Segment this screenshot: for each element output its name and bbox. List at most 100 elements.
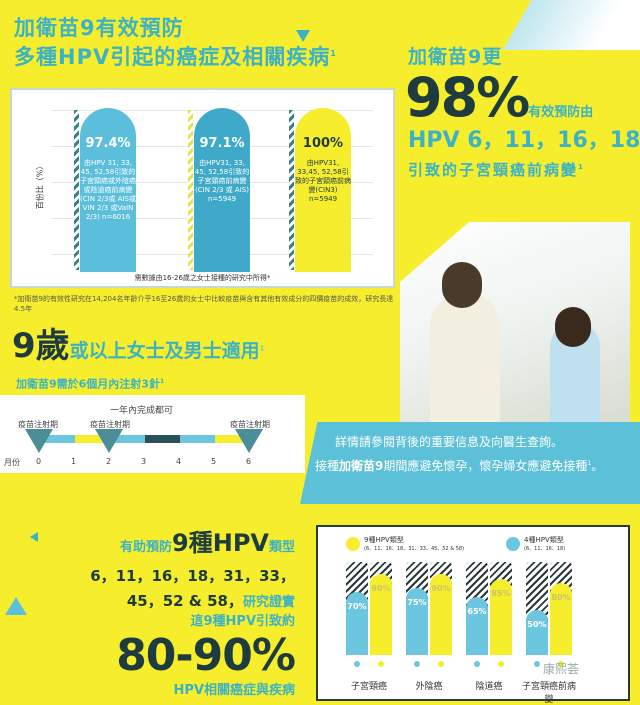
age-sub-text: 加衛苗9需於6個月內注射3針 xyxy=(16,377,160,391)
stat-after: 有效預防由 xyxy=(528,105,594,120)
bar-text: 由HPV 31, 33, 45, 52,58引致的子宮頸癌或外陰癌或陰道癌前病變… xyxy=(80,159,136,221)
bottom-heading: 有助預防9種HPV類型 xyxy=(120,528,295,563)
y-axis-label: 百份比（%） xyxy=(35,161,45,210)
dose-label-2: 疫苗注射期 xyxy=(90,420,130,429)
cause-line: 這9種HPV引致約 xyxy=(190,614,295,629)
photo-mother-daughter xyxy=(400,222,630,422)
t: 4種HPV類型 xyxy=(524,536,564,544)
dose-marker xyxy=(25,429,53,453)
bar-4valent: 70% xyxy=(346,592,368,655)
month-tick: 3 xyxy=(141,457,147,466)
dose-label-6: 疫苗注射期 xyxy=(230,420,270,429)
month-tick: 6 xyxy=(246,457,252,466)
triangle-icon xyxy=(5,597,27,615)
bar-4valent: 65% xyxy=(466,596,488,655)
sup: 1 xyxy=(259,344,265,353)
bar-dot xyxy=(414,661,420,667)
bar-4valent: 75% xyxy=(406,587,428,655)
bar-dot xyxy=(378,661,384,667)
chart-caption: 需數據由16-26歲之女士接種的研究中所得* xyxy=(134,274,271,282)
hpv-coverage-chart: 9種HPV類型 (6、11、16、18、31、33、45、52 & 58) 4種H… xyxy=(316,525,630,705)
bar-text: 由HPV31, 33, 45, 52,58引致的子宮頸癌前病變(CIN 2/3 … xyxy=(194,159,250,203)
month-tick: 1 xyxy=(71,457,77,466)
info-banner-text: 詳情請參閱背後的重要信息及向醫生查詢。 接種加衛苗9期間應避免懷孕，懷孕婦女應避… xyxy=(315,432,635,477)
t: 接種 xyxy=(315,459,340,473)
t: 有助預防 xyxy=(120,540,173,555)
title-line2: 多種HPV引起的癌症及相關疾病1 xyxy=(14,41,337,70)
dose-timeline: 一年內完成都可 疫苗注射期 疫苗注射期 疫苗注射期 月份 0 1 2 3 4 5… xyxy=(0,395,305,473)
bar-3: 100% 由HPV31, 33,45, 52,58引致的子宮頸癌前病變(CIN3)… xyxy=(295,108,351,272)
category-label: 陰道癌 xyxy=(475,682,503,692)
types-line1: 6，11，16，18，31，33， xyxy=(90,567,295,585)
bar-value: 97.1% xyxy=(199,136,245,151)
t: (6、11、16、18) xyxy=(524,546,566,552)
category-label: 外陰癌 xyxy=(415,682,443,692)
bar-dot xyxy=(474,661,480,667)
bar-dot xyxy=(354,661,360,667)
month-label: 月份 xyxy=(4,458,20,467)
watermark: 康熙荟 xyxy=(543,662,580,676)
right-line3: 引致的子宮頸癌前病變1 xyxy=(408,158,585,179)
month-tick: 2 xyxy=(106,457,112,466)
dose-label-0: 疫苗注射期 xyxy=(18,420,58,429)
bar-1: 97.4% 由HPV 31, 33, 45, 52,58引致的子宮頸癌或外陰癌或陰… xyxy=(80,108,136,272)
age-big: 9歲 xyxy=(12,326,70,366)
dose-marker xyxy=(95,429,123,453)
t: (6、11、16、18、31、33、45、52 & 58) xyxy=(364,546,465,552)
sup: 1 xyxy=(587,460,592,467)
title-text: 多種HPV引起的癌症及相關疾病 xyxy=(14,45,331,69)
legend-9: 9種HPV類型 (6、11、16、18、31、33、45、52 & 58) xyxy=(364,535,464,552)
bar-value: 100% xyxy=(302,136,344,151)
dose-marker xyxy=(235,429,263,453)
t: 9種HPV類型 xyxy=(364,536,404,544)
efficacy-chart: 百份比（%） 97.4% 由HPV 31, 33, 45, 52,58引致的子宮頸… xyxy=(10,88,395,288)
bar-dot xyxy=(558,661,564,667)
triangle-icon xyxy=(30,532,38,542)
t: 研究證實 xyxy=(242,595,295,610)
tail-line: HPV相關癌症與疾病 xyxy=(173,683,295,698)
decor-shape xyxy=(440,0,640,50)
legend-4: 4種HPV類型 (6、11、16、18) xyxy=(524,535,565,552)
age-heading: 9歲或以上女士及男士適用1 xyxy=(12,326,264,372)
bar-dot xyxy=(534,661,540,667)
sup: 1 xyxy=(330,49,337,58)
t: 期間應避免懷孕，懷孕婦女應避免接種 xyxy=(383,459,588,473)
banner-line1: 詳情請參閱背後的重要信息及向醫生查詢。 xyxy=(335,435,564,449)
t: 9種HPV xyxy=(172,529,269,557)
line3-text: 引致的子宮頸癌前病變 xyxy=(408,161,579,179)
bar-9valent: 90% xyxy=(430,574,452,655)
bar-9valent: 85% xyxy=(490,578,512,655)
category-label: 子宮頸癌 xyxy=(350,682,387,692)
category-label: 子宮頸癌前病變 xyxy=(521,682,576,705)
timeline-header: 一年內完成都可 xyxy=(110,406,174,416)
right-line1: 加衛苗9更 xyxy=(408,46,503,68)
t: 45，52 & 58， xyxy=(126,592,243,610)
sup: 1 xyxy=(159,378,165,385)
age-sub: 加衛苗9需於6個月內注射3針1 xyxy=(16,375,164,392)
types-line2: 45，52 & 58，研究證實 xyxy=(127,591,295,613)
bar-value: 97.4% xyxy=(85,136,131,151)
t: 類型 xyxy=(268,540,295,555)
big-percent: 98% xyxy=(405,66,530,129)
legend-swatch-9 xyxy=(346,537,360,551)
title-line1: 加衛苗9有效預防 xyxy=(14,16,184,40)
hpv-types: HPV 6，11，16，18 xyxy=(408,128,640,153)
bar-text: 由HPV31, 33,45, 52,58引致的子宮頸癌前病變(CIN3) n=5… xyxy=(295,159,351,203)
t: 。 xyxy=(591,459,604,473)
range-stat: 80-90% xyxy=(116,630,296,681)
t: 加衛苗9 xyxy=(339,459,384,473)
sup: 1 xyxy=(578,163,585,171)
bar-2: 97.1% 由HPV31, 33, 45, 52,58引致的子宮頸癌前病變(CIN… xyxy=(194,108,250,272)
footnote: *加衛苗9的有效性研究在14,204名年齡介乎16至26歲的女士中比較疫苗與含有… xyxy=(14,295,394,313)
age-rest: 或以上女士及男士適用 xyxy=(69,340,260,362)
bar-4valent: 50% xyxy=(526,610,548,655)
bar-dot xyxy=(498,661,504,667)
month-tick: 4 xyxy=(176,457,182,466)
bar-9valent: 80% xyxy=(550,583,572,655)
month-tick: 5 xyxy=(211,457,217,466)
month-tick: 0 xyxy=(36,457,42,466)
right-stat: 98%有效預防由 xyxy=(405,70,593,126)
legend-swatch-4 xyxy=(506,537,520,551)
bar-9valent: 90% xyxy=(370,574,392,655)
triangle-icon xyxy=(296,30,310,42)
